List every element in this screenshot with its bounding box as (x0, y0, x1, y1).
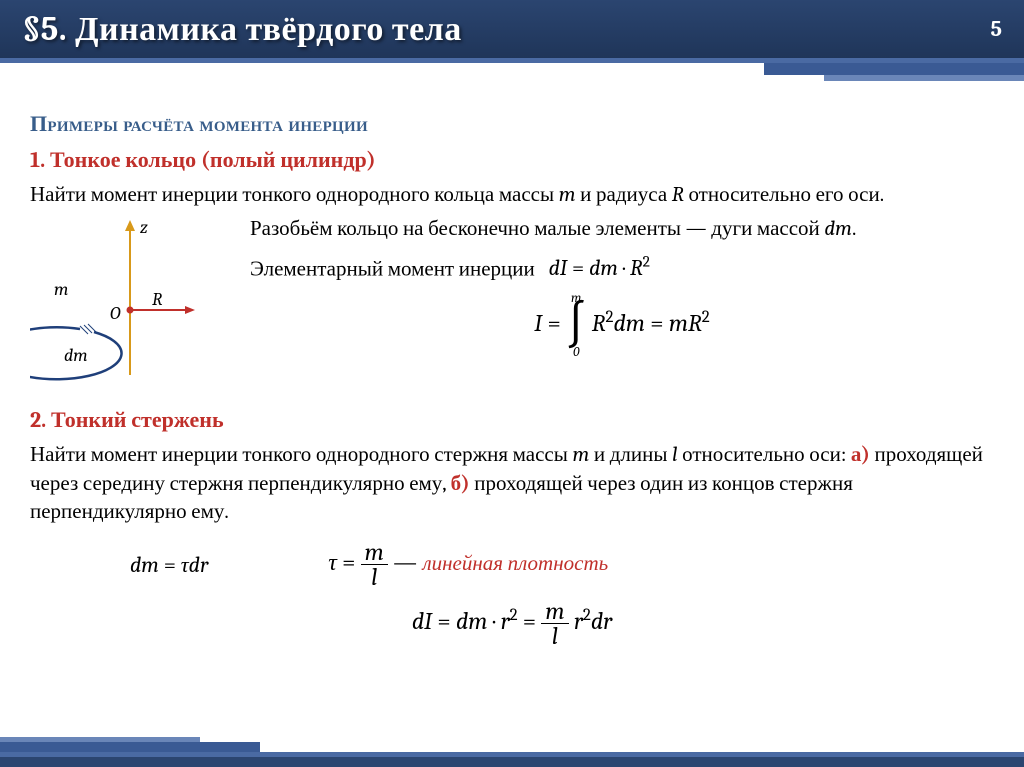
text: и длины (589, 443, 672, 467)
eq-dI-rod: dI = dm · r2 = m l r2dr (30, 599, 994, 648)
density-note: линейная плотность (422, 552, 608, 576)
text: относительно оси: (678, 443, 851, 467)
label-a: а) (851, 443, 870, 467)
footer-accent-2 (0, 742, 260, 752)
label-b: б) (451, 472, 470, 496)
section-subtitle: Примеры расчёта момента инерции (30, 111, 994, 137)
sym-dm: dm (824, 217, 852, 241)
svg-text:O: O (110, 303, 121, 324)
ring-diagram-svg: z O R m dm (30, 215, 230, 385)
example-1-heading: 1. Тонкое кольцо (полый цилиндр) (30, 147, 994, 173)
figure-text-row: z O R m dm (30, 215, 994, 389)
svg-text:dm: dm (64, 345, 88, 366)
example-2-heading: 2. Тонкий стержень (30, 407, 994, 433)
svg-text:R: R (152, 289, 163, 310)
text: Найти момент инерции тонкого однородного… (30, 183, 559, 207)
text: и радиуса (576, 183, 672, 207)
footer-bar (0, 757, 1024, 767)
text: Элементарный момент инерции (250, 257, 535, 281)
elementary-moment-line: Элементарный момент инерции dI = dm · R2 (250, 252, 994, 284)
split-text: Разобьём кольцо на бесконечно малые элем… (250, 215, 994, 243)
example-1-derivation: Разобьём кольцо на бесконечно малые элем… (250, 215, 994, 364)
header-accent-bar (764, 63, 1024, 75)
slide-content: Примеры расчёта момента инерции 1. Тонко… (0, 63, 1024, 674)
ex2-eq-row: dm = τdr τ = m l — линейная плотность (130, 540, 994, 589)
svg-text:m: m (54, 279, 68, 300)
text: . (852, 217, 856, 241)
slide-title: §5. Динамика твёрдого тела (22, 9, 462, 49)
text: Разобьём кольцо на бесконечно малые элем… (250, 217, 824, 241)
sym-m: m (572, 443, 589, 467)
slide-header: §5. Динамика твёрдого тела 5 (0, 0, 1024, 58)
eq-tau: τ = m l — линейная плотность (328, 540, 608, 589)
ring-figure: z O R m dm (30, 215, 230, 389)
svg-text:z: z (140, 217, 148, 238)
text: Найти момент инерции тонкого однородного… (30, 443, 572, 467)
example-2-problem: Найти момент инерции тонкого однородного… (30, 441, 994, 526)
header-accent-bar-2 (824, 75, 1024, 81)
text: относительно его оси. (684, 183, 884, 207)
example-1-problem: Найти момент инерции тонкого однородного… (30, 181, 994, 209)
sym-m: m (559, 183, 576, 207)
page-number: 5 (991, 16, 1002, 42)
eq-dI: dI = dm · R2 (549, 255, 650, 281)
sym-R: R (672, 183, 684, 207)
eq-dm: dm = τdr (130, 552, 208, 578)
eq-integral: I = m ∫ 0 R2dm = mR2 (250, 292, 994, 359)
integral-icon: m ∫ 0 (566, 292, 586, 359)
